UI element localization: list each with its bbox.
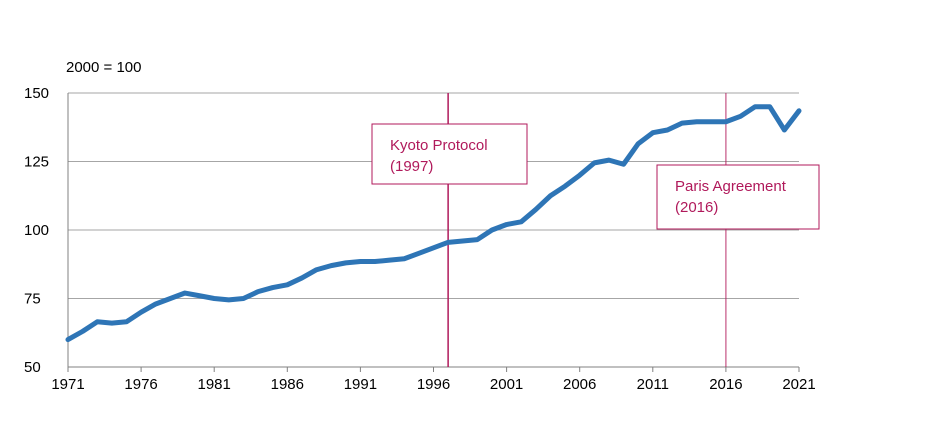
annotation-year: (2016) (675, 199, 718, 216)
y-tick-label: 150 (24, 85, 49, 102)
data-point-1976 (139, 310, 144, 315)
data-point-2001 (504, 222, 509, 227)
data-point-2010 (636, 141, 641, 146)
data-point-1996 (431, 245, 436, 250)
y-tick-label: 125 (24, 154, 49, 171)
data-point-2002 (519, 219, 524, 224)
x-tick-label: 1986 (271, 376, 304, 393)
data-point-1990 (343, 260, 348, 265)
data-point-2008 (606, 158, 611, 163)
x-tick-label: 2001 (490, 376, 523, 393)
data-point-1978 (168, 296, 173, 301)
data-point-2006 (577, 173, 582, 178)
data-point-1982 (226, 297, 231, 302)
x-tick-label: 2021 (782, 376, 815, 393)
data-point-1992 (373, 259, 378, 264)
y-tick-label: 50 (24, 359, 41, 376)
data-point-2007 (592, 160, 597, 165)
data-point-2021 (797, 108, 802, 113)
data-point-2000 (489, 228, 494, 233)
data-point-1979 (182, 291, 187, 296)
x-tick-label: 1996 (417, 376, 450, 393)
series-layer (65, 104, 802, 343)
annotation-year: (1997) (390, 158, 433, 175)
data-point-1983 (241, 296, 246, 301)
data-point-2015 (709, 119, 714, 124)
data-point-2012 (665, 127, 670, 132)
data-point-1993 (387, 258, 392, 263)
y-tick-label: 75 (24, 291, 41, 308)
data-point-1972 (80, 329, 85, 334)
data-point-1981 (212, 296, 217, 301)
data-point-2004 (548, 193, 553, 198)
data-point-1999 (475, 237, 480, 242)
x-tick-label: 1971 (51, 376, 84, 393)
data-point-1985 (270, 285, 275, 290)
data-point-2009 (621, 162, 626, 167)
unit-label: 2000 = 100 (66, 59, 142, 76)
axis-labels: 2000 = 100 50 75 100 125 150 1971 1976 1981 1986… (24, 59, 816, 393)
x-tick-label: 1981 (198, 376, 231, 393)
data-point-2003 (533, 207, 538, 212)
data-point-1984 (256, 289, 261, 294)
annotation-box-2016 (656, 164, 820, 230)
data-point-1977 (153, 301, 158, 306)
data-point-1995 (416, 251, 421, 256)
data-point-1994 (402, 256, 407, 261)
x-tick-label: 2011 (637, 376, 669, 393)
x-tick-label: 2006 (563, 376, 596, 393)
x-tick-label: 2016 (709, 376, 742, 393)
data-point-2013 (680, 121, 685, 126)
data-point-2005 (563, 184, 568, 189)
data-point-1973 (95, 319, 100, 324)
axes (67, 93, 800, 372)
data-point-1997 (446, 240, 451, 245)
x-tick-label: 1991 (344, 376, 377, 393)
x-tick-label: 1976 (124, 376, 157, 393)
data-point-1988 (314, 267, 319, 272)
data-point-1971 (66, 337, 71, 342)
data-point-1989 (329, 263, 334, 268)
data-point-1974 (109, 321, 114, 326)
data-point-1980 (197, 293, 202, 298)
data-point-2016 (723, 119, 728, 124)
data-point-1975 (124, 319, 129, 324)
data-point-1986 (285, 282, 290, 287)
annotation-title: Paris Agreement (675, 178, 787, 195)
y-tick-label: 100 (24, 222, 49, 239)
data-point-2018 (753, 104, 758, 109)
annotation-box-1997 (371, 123, 528, 185)
data-point-2014 (694, 119, 699, 124)
data-point-2019 (767, 104, 772, 109)
series-line (65, 104, 802, 343)
data-point-2020 (782, 127, 787, 132)
annotation-boxes: Kyoto Protocol (1997) Paris Agreement (2016… (371, 123, 820, 230)
data-point-1987 (299, 275, 304, 280)
data-point-1991 (358, 259, 363, 264)
annotation-title: Kyoto Protocol (390, 137, 488, 154)
data-point-2011 (650, 130, 655, 135)
data-point-2017 (738, 114, 743, 119)
data-point-1998 (460, 238, 465, 243)
